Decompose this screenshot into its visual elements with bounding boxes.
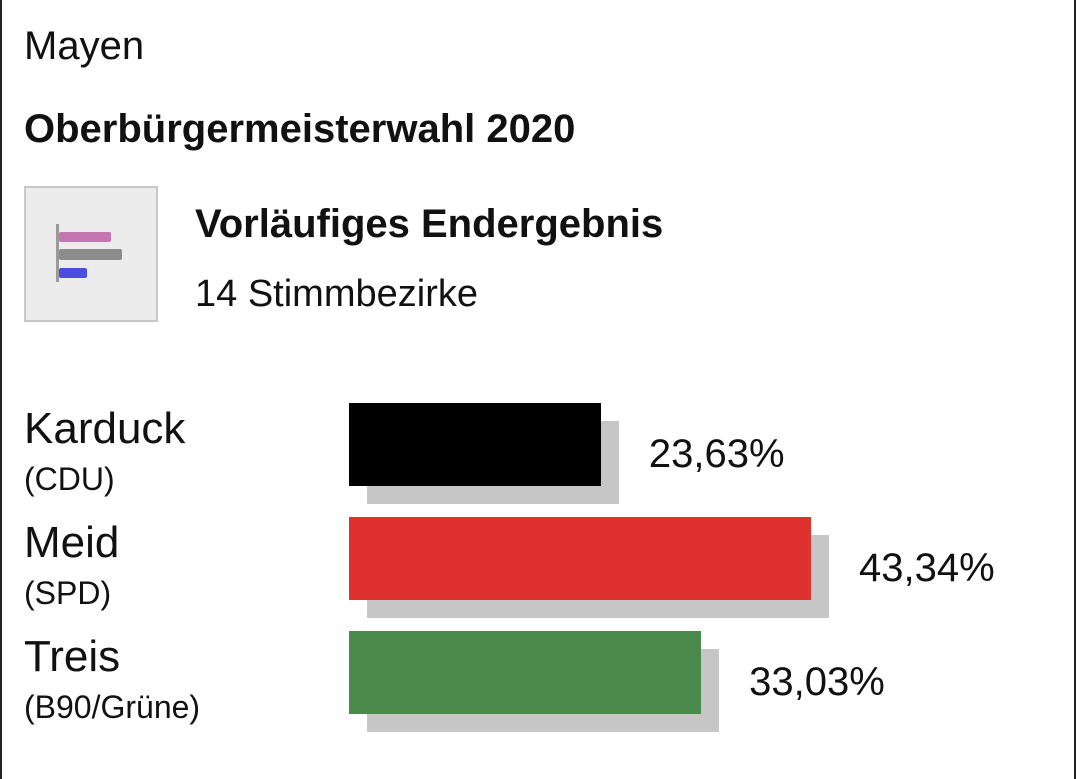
status-title: Vorläufiges Endergebnis [195,202,664,246]
election-title: Oberbürgermeisterwahl 2020 [24,107,576,151]
percentage-label: 43,34% [859,546,995,590]
percentage-label: 33,03% [749,660,885,704]
candidate-name: Meid [24,518,120,567]
candidate-name: Karduck [24,404,186,453]
percentage-label: 23,63% [648,432,785,476]
candidate-party: (CDU) [24,461,115,497]
candidate-party: (B90/Grüne) [24,689,201,725]
candidate-name: Treis [24,632,121,681]
bar-chart-thumbnail[interactable] [24,186,158,322]
result-bar [349,631,702,714]
district-count: 14 Stimmbezirke [195,273,478,315]
result-bar [349,517,811,600]
location-name: Mayen [24,24,145,68]
result-bar [349,403,601,486]
bar-chart-icon [56,224,122,282]
candidate-party: (SPD) [24,575,112,611]
